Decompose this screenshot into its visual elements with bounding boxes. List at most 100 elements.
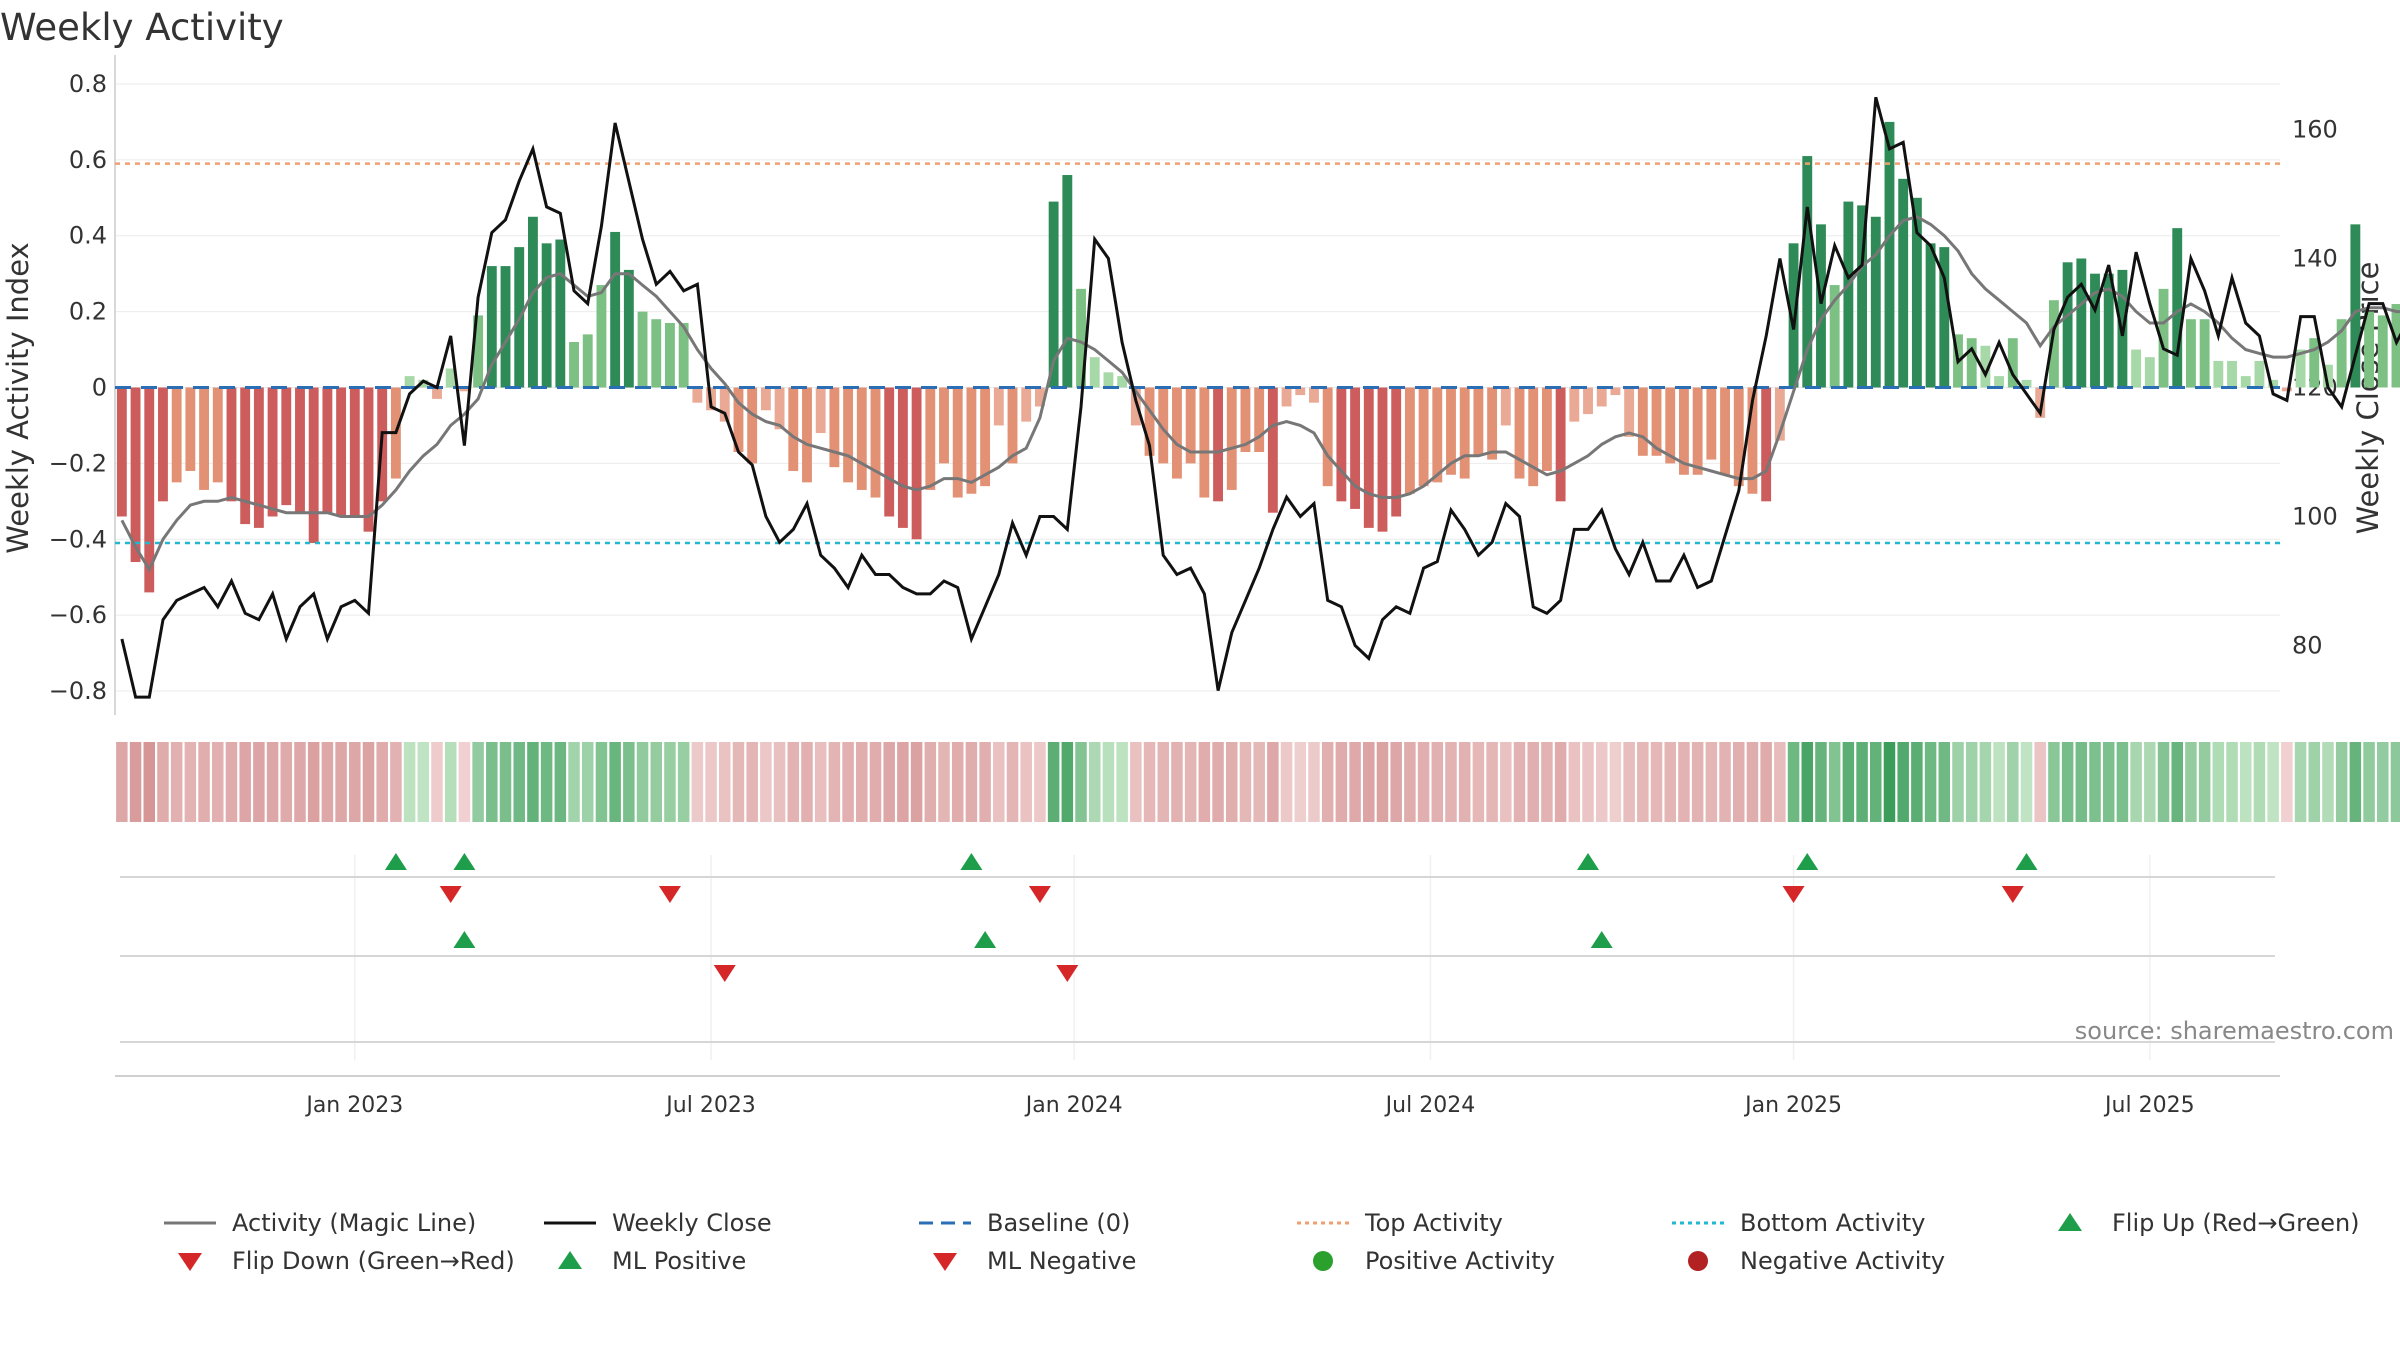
heat-cell bbox=[595, 742, 608, 822]
heat-cell bbox=[212, 742, 224, 822]
heat-cell bbox=[924, 742, 937, 822]
heat-cell bbox=[184, 742, 197, 822]
heat-cell bbox=[513, 742, 525, 822]
x-tick-label: Jul 2025 bbox=[2103, 1093, 2195, 1118]
heat-cell bbox=[2034, 742, 2046, 822]
activity-bar bbox=[1363, 387, 1374, 528]
heat-cell bbox=[1911, 742, 1923, 822]
heat-cell bbox=[1897, 742, 1909, 822]
legend-item-positive-activity[interactable]: Positive Activity bbox=[1293, 1243, 1555, 1279]
activity-bar bbox=[925, 387, 936, 490]
heat-cell bbox=[1431, 742, 1444, 822]
activity-bar bbox=[212, 387, 223, 483]
legend-item-magic-line[interactable]: Activity (Magic Line) bbox=[160, 1205, 476, 1241]
flip-up-marker bbox=[1577, 853, 1600, 870]
activity-bar bbox=[1377, 387, 1388, 532]
y-tick-label: −0.4 bbox=[49, 525, 107, 553]
heat-cell bbox=[2294, 742, 2307, 822]
heat-cell bbox=[1349, 742, 1361, 822]
legend-label: Baseline (0) bbox=[987, 1209, 1131, 1237]
heat-cell bbox=[444, 742, 457, 822]
x-tick-label: Jan 2024 bbox=[1024, 1093, 1123, 1118]
activity-bar bbox=[2391, 304, 2400, 388]
heat-cell bbox=[814, 742, 827, 822]
activity-bar bbox=[788, 387, 799, 471]
activity-bar bbox=[1076, 288, 1086, 388]
activity-bar bbox=[678, 323, 689, 388]
heat-cell bbox=[609, 742, 621, 822]
activity-bar bbox=[2295, 349, 2306, 388]
heat-cell bbox=[129, 742, 142, 822]
heat-cell bbox=[527, 742, 539, 822]
activity-bar bbox=[1281, 387, 1292, 407]
heat-cell bbox=[1568, 742, 1581, 822]
heat-cell bbox=[705, 742, 717, 822]
flip-down-marker bbox=[658, 886, 681, 903]
activity-bar bbox=[1911, 197, 1922, 388]
legend-item-ml-positive[interactable]: ML Positive bbox=[540, 1243, 746, 1279]
heat-cell bbox=[1280, 742, 1293, 822]
triangle-down-icon bbox=[933, 1253, 957, 1271]
heat-cell bbox=[1637, 742, 1649, 822]
heat-cell bbox=[1787, 742, 1800, 822]
y2-tick-label: 100 bbox=[2292, 503, 2338, 531]
legend-item-flip-down[interactable]: Flip Down (Green→Red) bbox=[160, 1243, 515, 1279]
activity-bar bbox=[2309, 338, 2320, 388]
activity-bar bbox=[473, 315, 484, 388]
activity-bar bbox=[1514, 387, 1525, 479]
legend-item-baseline[interactable]: Baseline (0) bbox=[915, 1205, 1130, 1241]
activity-bar bbox=[555, 239, 566, 388]
heat-cell bbox=[198, 742, 210, 822]
y-tick-label: 0.6 bbox=[69, 146, 107, 174]
heat-cell bbox=[1746, 742, 1759, 822]
chart-title: Weekly Activity bbox=[0, 6, 284, 49]
heat-cell bbox=[1609, 742, 1622, 822]
activity-bar bbox=[500, 266, 511, 388]
activity-bar bbox=[610, 231, 621, 388]
activity-bar bbox=[1199, 387, 1210, 498]
heat-cell bbox=[1678, 742, 1690, 822]
heat-cell bbox=[2130, 742, 2142, 822]
heat-cell bbox=[1595, 742, 1608, 822]
legend-label: Positive Activity bbox=[1365, 1247, 1555, 1275]
heat-cell bbox=[349, 742, 361, 822]
activity-bar bbox=[582, 334, 593, 388]
heat-cell bbox=[403, 742, 416, 822]
activity-bar bbox=[1172, 387, 1182, 479]
activity-bar bbox=[1541, 387, 1552, 471]
legend-item-weekly-close[interactable]: Weekly Close bbox=[540, 1205, 772, 1241]
activity-bar bbox=[1144, 387, 1155, 456]
activity-bar bbox=[939, 387, 949, 464]
heat-cell bbox=[1404, 742, 1416, 822]
heat-cell bbox=[581, 742, 594, 822]
activity-bar bbox=[1994, 376, 2005, 388]
activity-bar bbox=[897, 387, 908, 528]
activity-bar bbox=[1158, 387, 1169, 464]
legend-item-ml-negative[interactable]: ML Negative bbox=[915, 1243, 1136, 1279]
heat-cell bbox=[842, 742, 854, 822]
heat-cell bbox=[1184, 742, 1197, 822]
legend-item-top-activity[interactable]: Top Activity bbox=[1293, 1205, 1503, 1241]
heat-cell bbox=[1979, 742, 1992, 822]
heat-cell bbox=[773, 742, 786, 822]
legend-item-bottom-activity[interactable]: Bottom Activity bbox=[1668, 1205, 1925, 1241]
activity-bar bbox=[1226, 387, 1237, 490]
heat-cell bbox=[1856, 742, 1868, 822]
activity-bar bbox=[843, 387, 854, 483]
heat-cell bbox=[307, 742, 320, 822]
heat-cell bbox=[2226, 742, 2238, 822]
activity-bar bbox=[1747, 387, 1758, 494]
activity-bar bbox=[486, 266, 497, 388]
legend-item-negative-activity[interactable]: Negative Activity bbox=[1668, 1243, 1945, 1279]
heat-cell bbox=[499, 742, 512, 822]
heat-cell bbox=[664, 742, 676, 822]
activity-bar bbox=[1267, 387, 1278, 513]
heat-cell bbox=[2157, 742, 2170, 822]
magic-line bbox=[120, 215, 2400, 573]
heat-cell bbox=[157, 742, 169, 822]
heat-cell bbox=[1705, 742, 1718, 822]
legend-item-flip-up[interactable]: Flip Up (Red→Green) bbox=[2040, 1205, 2360, 1241]
heat-cell bbox=[1130, 742, 1142, 822]
heat-cell bbox=[1870, 742, 1882, 822]
activity-bar bbox=[541, 243, 552, 388]
